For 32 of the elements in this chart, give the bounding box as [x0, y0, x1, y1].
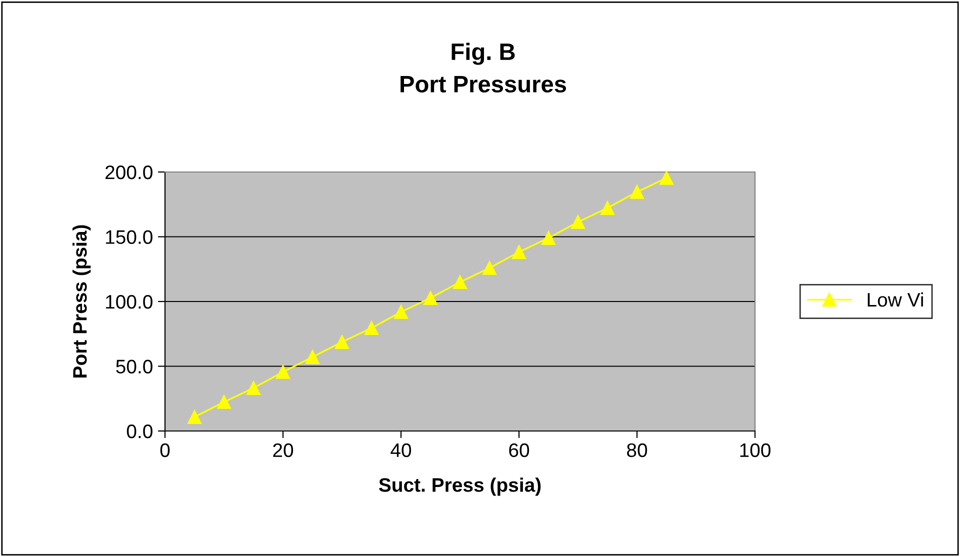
y-tick-label: 100.0	[106, 294, 152, 309]
point	[394, 305, 408, 319]
point	[188, 410, 202, 424]
chart-title: Fig. B Port Pressures	[400, 42, 566, 93]
y-axis-title: Port Press (psia)	[72, 225, 91, 378]
x-tick-label: 100	[740, 443, 770, 458]
point	[512, 245, 526, 259]
x-tick-label: 0	[160, 443, 170, 458]
x-tick-label: 20	[273, 443, 294, 458]
point	[246, 381, 260, 395]
y-tick-label: 50.0	[116, 360, 152, 374]
point	[453, 275, 467, 290]
point	[571, 215, 585, 229]
point	[600, 201, 614, 215]
point	[306, 350, 320, 364]
legend-label: Low Vi	[868, 292, 923, 307]
y-tick-label: 0.0	[126, 424, 152, 438]
x-tick-label: 60	[509, 443, 530, 458]
y-tick-label: 150.0	[106, 230, 152, 244]
point	[364, 321, 378, 335]
point	[542, 231, 556, 245]
x-tick-label: 40	[390, 443, 412, 458]
x-tick-label: 80	[627, 443, 648, 458]
point	[424, 291, 438, 305]
point	[217, 395, 231, 409]
x-axis-title: Suct. Press (psia)	[378, 478, 541, 496]
point	[276, 365, 290, 379]
point	[660, 171, 674, 185]
point	[630, 185, 644, 199]
y-tick-label: 200.0	[106, 165, 152, 180]
point	[482, 261, 496, 275]
point	[335, 335, 349, 349]
